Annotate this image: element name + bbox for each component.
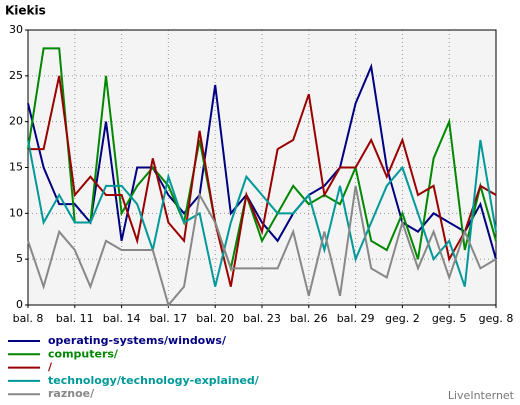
- plot-frame: [27, 29, 497, 306]
- x-tick-label: bal. 20: [196, 312, 234, 325]
- x-tick-label: bal. 26: [290, 312, 328, 325]
- legend-label: technology/technology-explained/: [48, 374, 260, 387]
- series-line: [27, 139, 497, 287]
- legend-label: raznoe/: [48, 387, 95, 400]
- series-line: [27, 47, 497, 273]
- y-tick-label: 5: [16, 252, 23, 265]
- x-tick-label: bal. 29: [337, 312, 375, 325]
- y-tick-label: 25: [9, 69, 23, 82]
- legend-label: operating-systems/windows/: [48, 334, 227, 347]
- y-tick-label: 30: [9, 23, 23, 36]
- footer: LiveInternet: [448, 389, 515, 402]
- legend-label: computers/: [48, 347, 119, 360]
- series-line: [28, 75, 497, 287]
- series-line: [27, 63, 497, 260]
- series-line: [27, 185, 497, 308]
- x-tick-label: geg. 5: [432, 312, 467, 325]
- chart-title: Kiekis: [5, 4, 46, 18]
- x-tick-label: geg. 2: [385, 312, 420, 325]
- x-tick-label: geg. 8: [479, 312, 514, 325]
- legend-label: /: [48, 361, 53, 374]
- x-tick-label: bal. 8: [13, 312, 44, 325]
- y-tick-label: 10: [9, 206, 23, 219]
- x-tick-label: bal. 17: [150, 312, 188, 325]
- y-tick-label: 20: [9, 115, 23, 128]
- x-tick-label: bal. 14: [103, 312, 141, 325]
- y-tick-label: 15: [9, 161, 23, 174]
- x-tick-label: bal. 11: [56, 312, 94, 325]
- y-tick-label: 0: [16, 298, 23, 311]
- x-tick-label: bal. 23: [243, 312, 281, 325]
